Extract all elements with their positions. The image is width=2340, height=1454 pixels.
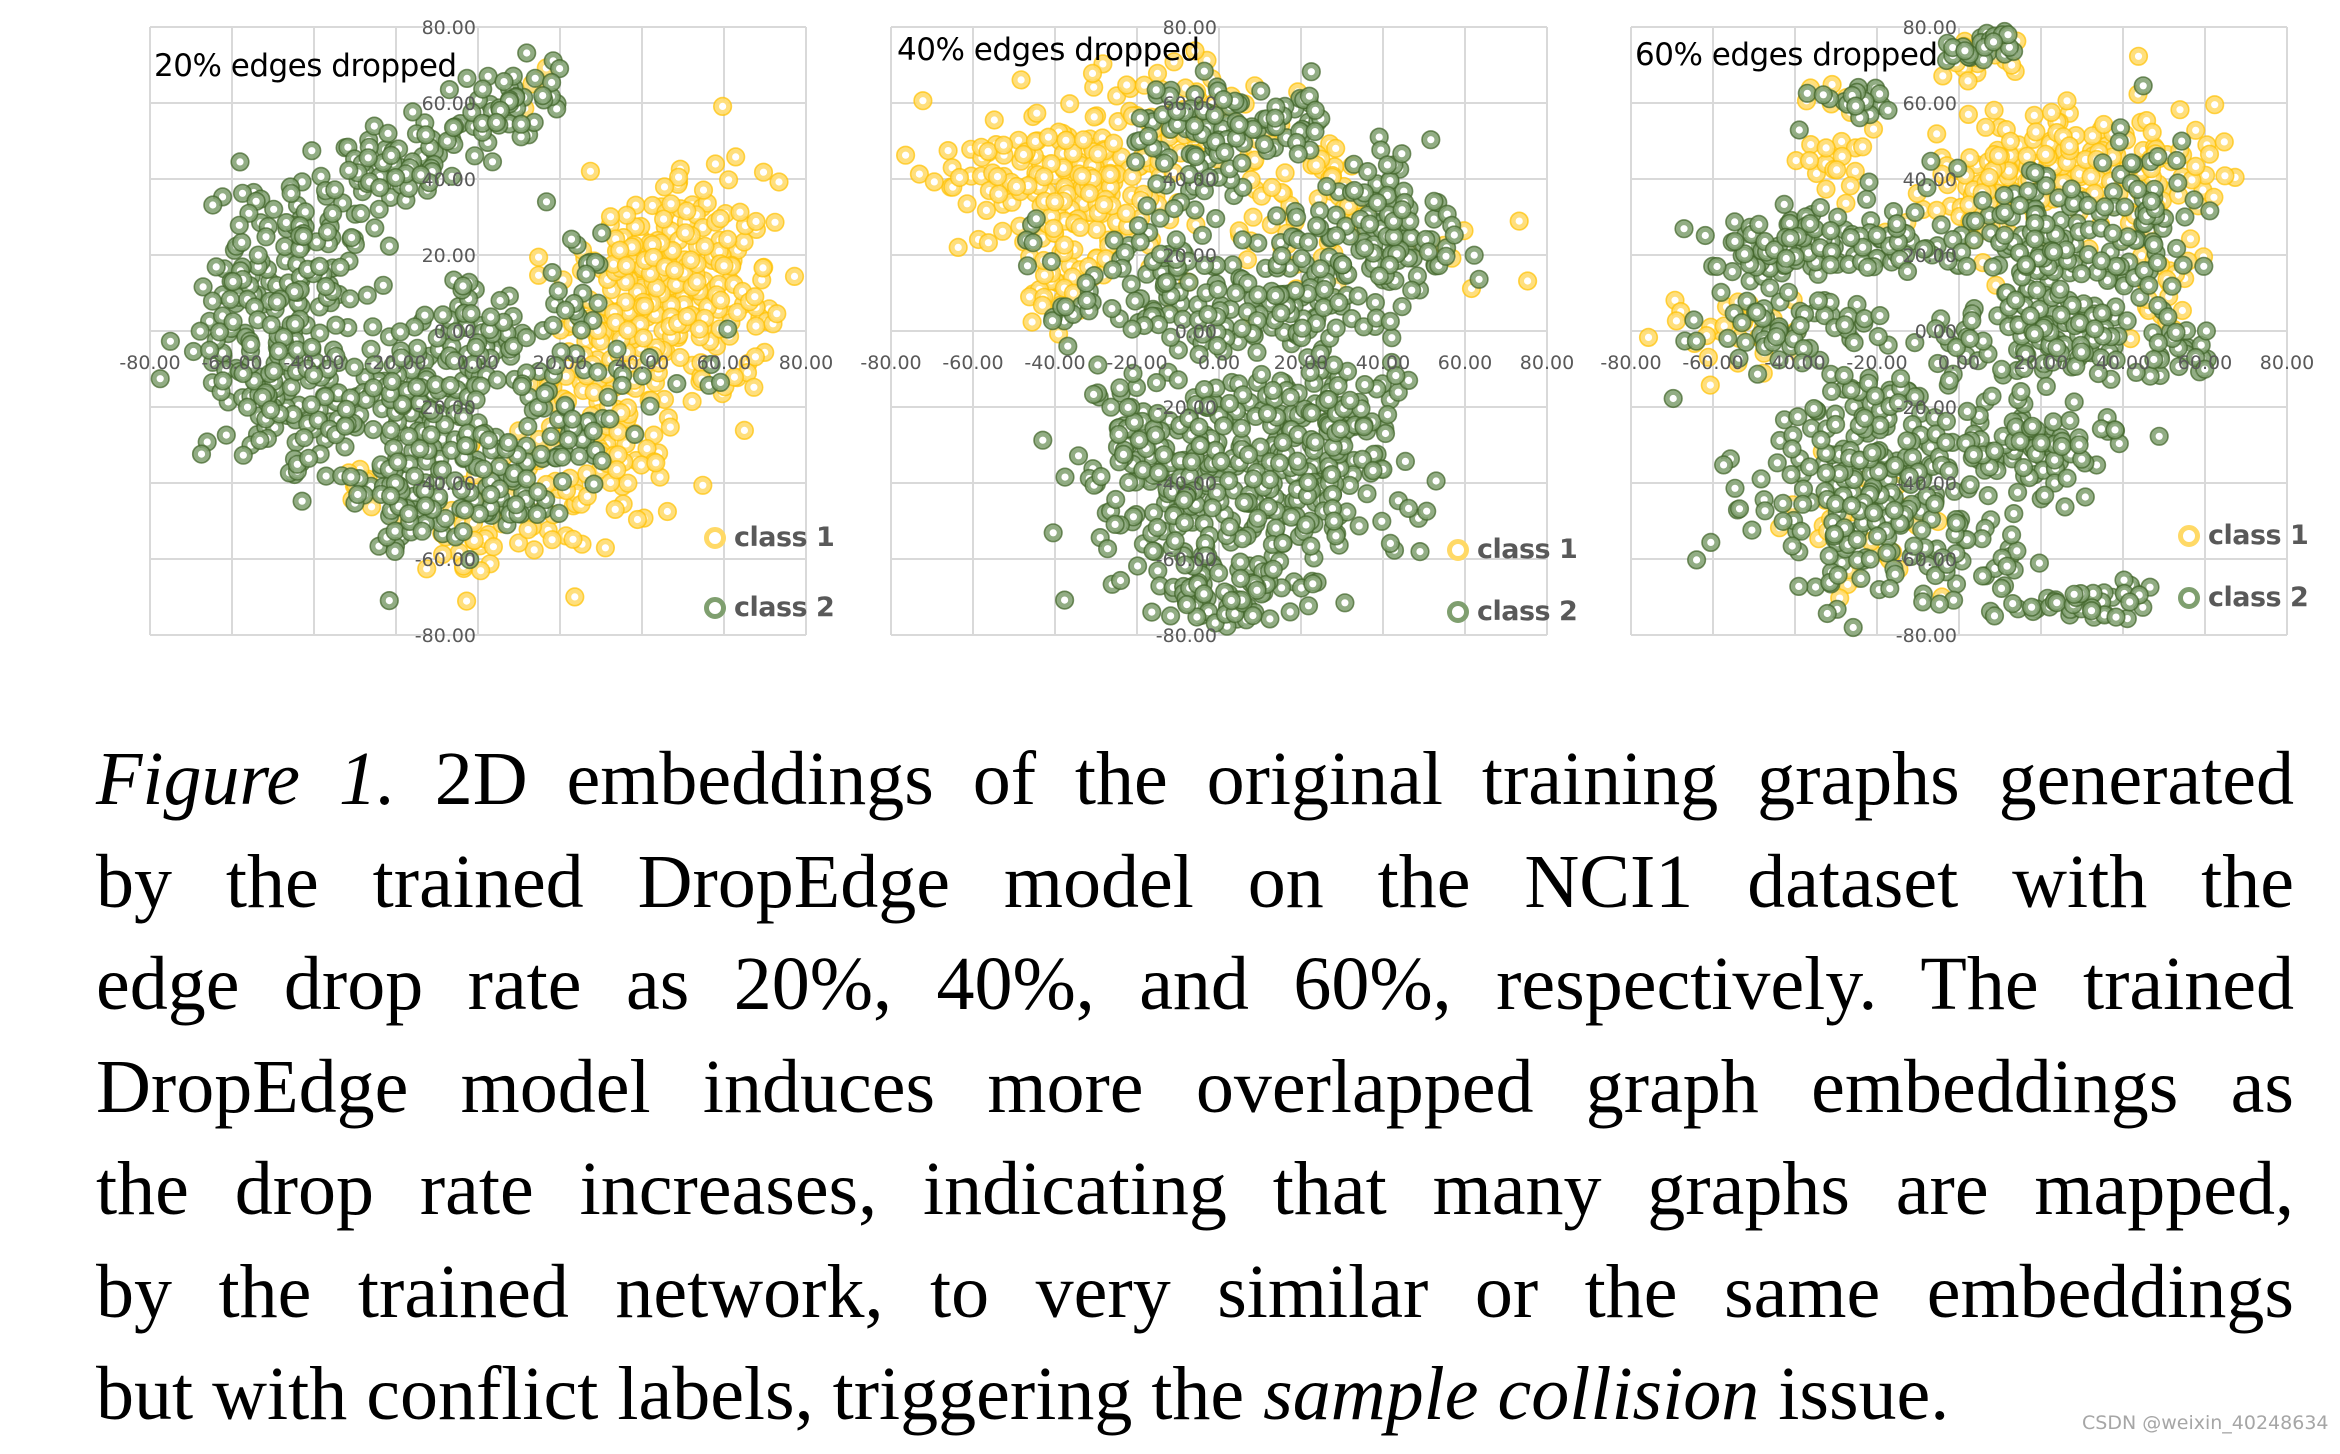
scatter-plot-60pct: -80.00 -60.00 -40.00 -20.00 0.00 20.00 40.00 60… [1600,0,2314,680]
figure-panels: -80.00 -60.00 -40.00 -20.00 0.00 20.00 40.00 60… [0,0,2340,680]
caption-line-1: Figure 1. 2D embeddings of the original … [96,728,2294,831]
legend-label: class 2 [1477,596,1578,627]
legend-label: class 1 [1477,534,1578,565]
caption-line-2: by the trained DropEdge model on the NCI… [96,839,2294,924]
svg-text:60.00: 60.00 [697,352,751,374]
caption-emphasis: sample collision [1263,1352,1760,1436]
plot-canvas: -80.00 -60.00 -40.00 -20.00 0.00 20.00 40.00 60… [119,17,833,647]
class-2-marker-icon [704,596,726,619]
legend-class-2: class 2 [704,592,835,623]
plot-title: 60% edges dropped [1635,37,1938,73]
caption-line-4: DropEdge model induces more overlapped g… [96,1044,2294,1129]
svg-text:0.00: 0.00 [434,321,476,343]
svg-text:80.00: 80.00 [422,17,476,39]
caption-figure-label: Figure 1. [96,737,396,821]
legend-label: class 1 [2208,520,2309,551]
svg-text:-60.00: -60.00 [201,352,262,374]
caption-line-6: by the trained network, to very similar … [96,1249,2294,1334]
scatter-plot-40pct: -80.00 -60.00 -40.00 -20.00 0.00 20.00 40.00 60… [860,0,1577,680]
svg-text:60.00: 60.00 [422,93,476,115]
svg-text:-40.00: -40.00 [283,352,344,374]
legend-class-2: class 2 [1447,596,1578,627]
legend-label: class 2 [734,592,835,623]
svg-text:0.00: 0.00 [457,352,499,374]
svg-text:20.00: 20.00 [533,352,587,374]
legend-label: class 2 [2208,582,2309,613]
plot-canvas: -80.00 -60.00 -40.00 -20.00 0.00 20.00 40.00 60… [860,17,1574,647]
class-2-marker-icon [2178,586,2200,609]
plot-title: 20% edges dropped [154,48,457,84]
tick-labels: -80.00 -60.00 -40.00 -20.00 0.00 20.00 40.00 60… [119,17,833,647]
svg-text:-60.00: -60.00 [415,549,476,571]
svg-text:40.00: 40.00 [422,169,476,191]
class-1-marker-icon [704,526,726,549]
plot-canvas: -80.00 -60.00 -40.00 -20.00 0.00 20.00 40.00 60… [1600,17,2314,647]
caption-line-7: but with conflict labels, triggering the… [96,1343,2294,1446]
legend-class-1: class 1 [1447,534,1578,565]
data-points [150,43,805,611]
svg-text:20.00: 20.00 [422,245,476,267]
data-points [1638,21,2245,638]
class-2-marker-icon [1447,600,1469,623]
watermark: CSDN @weixin_40248634 [2082,1412,2329,1434]
svg-text:-20.00: -20.00 [415,397,476,419]
class-1-marker-icon [1447,538,1469,561]
caption-line-3: edge drop rate as 20%, 40%, and 60%, res… [96,942,2294,1026]
svg-text:-80.00: -80.00 [119,352,180,374]
figure-caption: Figure 1. 2D embeddings of the original … [96,728,2294,1446]
svg-text:-20.00: -20.00 [365,352,426,374]
data-points [896,41,1538,636]
tick-labels: -80.00 -60.00 -40.00 -20.00 0.00 20.00 40.00 60… [1600,17,2314,647]
legend-class-1: class 1 [704,522,835,553]
plot-title: 40% edges dropped [897,32,1200,68]
legend-label: class 1 [734,522,835,553]
caption-text: but with conflict labels, triggering the [96,1352,1264,1436]
svg-text:-80.00: -80.00 [415,625,476,647]
caption-line-5: the drop rate increases, indicating that… [96,1147,2294,1231]
scatter-plot-20pct: -80.00 -60.00 -40.00 -20.00 0.00 20.00 40.00 60… [119,0,834,680]
class-1-marker-icon [2178,524,2200,547]
svg-text:80.00: 80.00 [779,352,833,374]
caption-text: issue. [1759,1352,1950,1436]
tick-labels: -80.00 -60.00 -40.00 -20.00 0.00 20.00 40.00 60… [860,17,1574,647]
caption-text: 2D embeddings of the original training g… [395,737,2294,821]
legend-class-2: class 2 [2178,582,2309,613]
legend-class-1: class 1 [2178,520,2309,551]
svg-text:40.00: 40.00 [615,352,669,374]
svg-text:-40.00: -40.00 [415,473,476,495]
